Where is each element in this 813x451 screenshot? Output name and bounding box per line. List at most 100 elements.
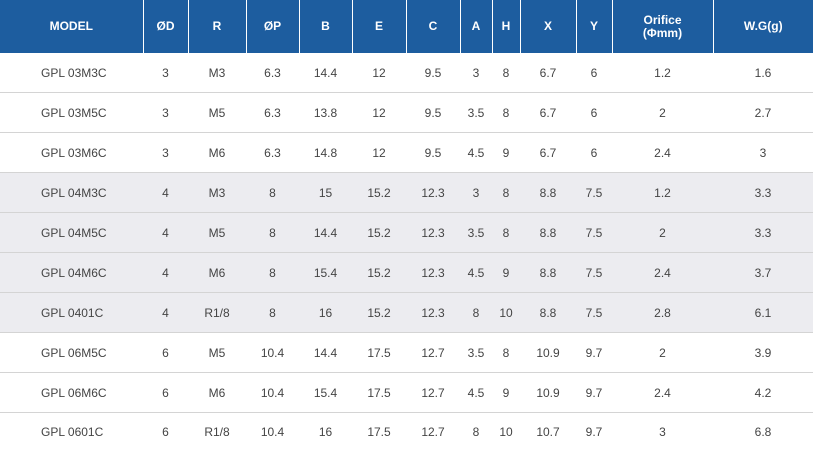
cell-x: 6.7 [520, 92, 576, 133]
cell-c: 12.7 [406, 372, 460, 413]
table-row: GPL 03M5C 3 M5 6.3 13.8 12 9.5 3.5 8 6.7 6 2 2.7 [0, 92, 813, 133]
cell-b: 14.8 [299, 132, 352, 173]
cell-a: 8 [460, 292, 492, 333]
cell-y: 9.7 [576, 332, 612, 373]
cell-model: GPL 04M3C [0, 172, 143, 213]
col-header-c: C [406, 0, 461, 53]
cell-c: 12.3 [406, 292, 460, 333]
cell-model: GPL 0601C [41, 425, 104, 439]
cell-c: 12.7 [406, 332, 460, 373]
cell-orifice: 2.4 [612, 372, 713, 413]
cell-d: 3 [143, 92, 188, 133]
cell-c: 12.7 [421, 425, 445, 439]
cell-d: 4 [143, 252, 188, 293]
cell-wg: 6.8 [754, 425, 772, 439]
cell-orifice: 2 [612, 332, 713, 373]
cell-orifice: 1.2 [612, 172, 713, 213]
cell-wg: 3.9 [713, 332, 813, 373]
cell-model: GPL 06M5C [0, 332, 143, 373]
table-row: GPL 03M6C 3 M6 6.3 14.8 12 9.5 4.5 9 6.7 6 2.4 3 [0, 132, 813, 173]
cell-model: GPL 06M6C [0, 372, 143, 413]
cell-wg: 3 [713, 132, 813, 173]
cell-p: 8 [246, 172, 299, 213]
col-header-od: ØD [143, 0, 189, 53]
cell-x: 8.8 [520, 212, 576, 253]
cell-x: 8.8 [520, 252, 576, 293]
cell-r: M6 [188, 252, 246, 293]
col-header-x: X [520, 0, 577, 53]
cell-x: 6.7 [520, 132, 576, 173]
cell-r: M5 [188, 332, 246, 373]
cell-y: 6 [576, 53, 612, 93]
cell-r: M6 [188, 132, 246, 173]
cell-d: 4 [143, 292, 188, 333]
cell-d: 3 [143, 53, 188, 93]
cell-orifice: 2 [612, 212, 713, 253]
table-row: GPL 0601C 6 R1/8 10.4 16 17.5 12.7 8 10 10.7 9.7 3 6… [0, 413, 813, 451]
cell-p: 8 [246, 292, 299, 333]
table-row: GPL 04M3C 4 M3 8 15 15.2 12.3 3 8 8.8 7.5 1.2 3.3 [0, 172, 813, 213]
cell-r: M5 [188, 212, 246, 253]
col-header-op: ØP [246, 0, 300, 53]
cell-r: R1/8 [204, 425, 230, 439]
cell-c: 9.5 [406, 53, 460, 93]
cell-r: R1/8 [188, 292, 246, 333]
cell-d: 3 [143, 132, 188, 173]
col-header-y: Y [576, 0, 613, 53]
cell-p: 10.4 [260, 425, 285, 439]
cell-x: 10.9 [520, 372, 576, 413]
table-row: GPL 0401C 4 R1/8 8 16 15.2 12.3 8 10 8.8 7.5 2.8 6.1 [0, 292, 813, 333]
cell-y: 7.5 [576, 172, 612, 213]
cell-wg: 6.1 [713, 292, 813, 333]
cell-p: 6.3 [246, 132, 299, 173]
cell-c: 12.3 [406, 252, 460, 293]
cell-r: M6 [188, 372, 246, 413]
cell-e: 12 [352, 92, 406, 133]
cell-y: 7.5 [576, 292, 612, 333]
cell-h: 9 [492, 132, 520, 173]
cell-b: 16 [318, 425, 333, 439]
cell-c: 9.5 [406, 92, 460, 133]
table-row: GPL 04M5C 4 M5 8 14.4 15.2 12.3 3.5 8 8.8 7.5 2 3.3 [0, 212, 813, 253]
cell-h: 8 [492, 53, 520, 93]
cell-y: 6 [576, 132, 612, 173]
cell-r: M3 [188, 172, 246, 213]
cell-a: 4.5 [460, 252, 492, 293]
cell-h: 9 [492, 252, 520, 293]
cell-h: 8 [492, 172, 520, 213]
cell-p: 8 [246, 212, 299, 253]
cell-p: 8 [246, 252, 299, 293]
cell-orifice: 2.8 [612, 292, 713, 333]
cell-a: 8 [472, 425, 480, 439]
table-row: GPL 06M5C 6 M5 10.4 14.4 17.5 12.7 3.5 8 10.9 9.7 2… [0, 332, 813, 373]
table-body: GPL 03M3C 3 M3 6.3 14.4 12 9.5 3 8 6.7 6 1.2 1.6 GPL … [0, 53, 813, 451]
cell-model: GPL 0401C [0, 292, 143, 333]
cell-p: 6.3 [246, 92, 299, 133]
col-header-model: MODEL [0, 0, 144, 53]
cell-e: 17.5 [352, 332, 406, 373]
cell-b: 14.4 [299, 212, 352, 253]
cell-a: 4.5 [460, 132, 492, 173]
cell-d: 6 [143, 332, 188, 373]
cell-e: 17.5 [352, 372, 406, 413]
col-header-a: A [460, 0, 493, 53]
cell-p: 6.3 [246, 53, 299, 93]
cell-a: 3.5 [460, 212, 492, 253]
cell-model: GPL 03M6C [0, 132, 143, 173]
cell-orifice: 2.4 [612, 252, 713, 293]
table-row: GPL 04M6C 4 M6 8 15.4 15.2 12.3 4.5 9 8.8 7.5 2.4 3.… [0, 252, 813, 293]
cell-d: 6 [162, 425, 169, 439]
col-header-h: H [492, 0, 521, 53]
cell-a: 3.5 [460, 332, 492, 373]
header-row: MODEL ØD R ØP B E C A H X Y Orifice (Φmm)… [0, 0, 813, 53]
cell-y: 7.5 [576, 212, 612, 253]
cell-h: 10 [499, 425, 513, 439]
cell-a: 3 [460, 53, 492, 93]
col-header-weight: W.G(g) [713, 0, 813, 53]
cell-r: M3 [188, 53, 246, 93]
cell-e: 15.2 [352, 252, 406, 293]
cell-h: 10 [492, 292, 520, 333]
cell-h: 9 [492, 372, 520, 413]
cell-h: 8 [492, 332, 520, 373]
cell-b: 16 [299, 292, 352, 333]
